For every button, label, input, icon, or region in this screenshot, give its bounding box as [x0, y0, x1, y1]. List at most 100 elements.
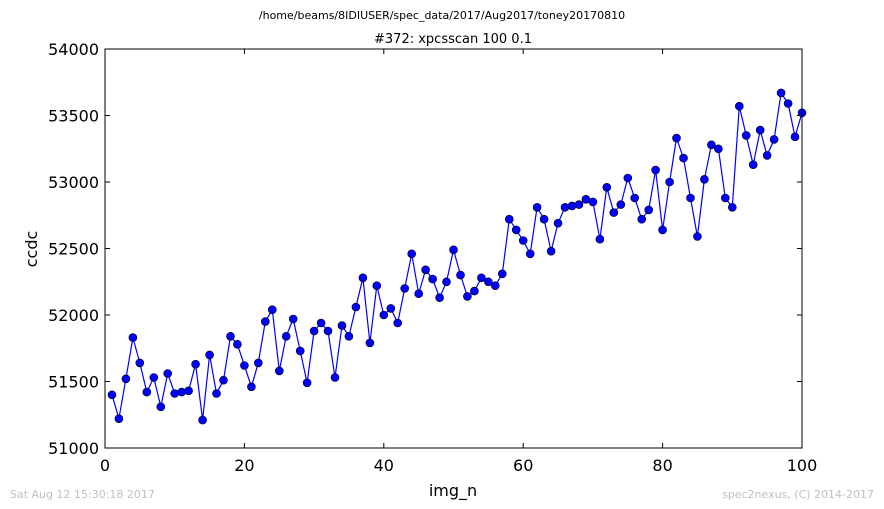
data-point: [679, 153, 688, 163]
data-point: [449, 245, 458, 255]
data-point: [539, 214, 549, 224]
x-tick-label: 100: [787, 456, 818, 475]
data-point: [212, 389, 221, 398]
data-point: [435, 293, 444, 303]
data-point: [783, 99, 793, 108]
data-point: [511, 225, 521, 235]
data-point: [253, 358, 263, 368]
data-point: [233, 339, 242, 349]
data-point: [309, 326, 319, 336]
data-point: [560, 203, 570, 212]
data-point: [658, 225, 667, 235]
data-point: [637, 214, 647, 224]
data-point: [748, 160, 758, 169]
data-point: [330, 373, 340, 382]
data-point: [532, 203, 542, 212]
data-point: [707, 140, 716, 150]
data-series: [107, 88, 807, 425]
data-point: [630, 193, 640, 203]
x-tick-label: 0: [100, 456, 110, 475]
data-point: [518, 236, 528, 245]
plot-area-frame: [104, 48, 803, 449]
y-tick-label: 53500: [48, 107, 99, 126]
axis-ticks: 0 20 40 60 80 100 51000 51500 52000 52500 53000 535…: [48, 40, 817, 475]
data-point: [198, 415, 207, 425]
y-tick-label: 53000: [48, 173, 99, 192]
data-point: [358, 273, 368, 283]
data-point: [665, 177, 674, 187]
data-point: [463, 292, 472, 301]
x-tick-label: 20: [234, 456, 254, 475]
data-point: [114, 414, 124, 424]
data-point: [184, 386, 193, 396]
data-point: [177, 387, 186, 397]
y-tick-label: 54000: [48, 40, 99, 59]
data-point: [128, 333, 138, 342]
data-point: [219, 375, 228, 385]
data-point: [484, 277, 493, 287]
data-point: [274, 366, 284, 376]
x-axis-label: img_n: [429, 481, 477, 501]
data-point: [414, 289, 424, 299]
data-point: [191, 359, 200, 369]
data-point: [267, 305, 277, 315]
data-point: [149, 373, 159, 382]
data-point: [720, 193, 730, 203]
data-point: [734, 101, 744, 111]
data-point: [546, 246, 556, 256]
data-point: [344, 331, 354, 341]
data-point: [700, 175, 709, 184]
data-point: [386, 304, 396, 313]
y-tick-label: 51500: [48, 373, 99, 392]
x-tick-label: 40: [374, 456, 394, 475]
data-point: [323, 326, 333, 336]
data-point: [727, 203, 737, 212]
data-point: [651, 165, 660, 175]
data-point: [609, 208, 619, 217]
data-point: [393, 318, 403, 328]
footer-timestamp: Sat Aug 12 15:30:18 2017: [10, 488, 155, 501]
data-point: [247, 382, 256, 392]
data-point: [428, 274, 437, 284]
data-point: [135, 358, 145, 368]
data-point: [553, 218, 563, 228]
data-point: [121, 374, 131, 384]
data-point: [776, 88, 786, 98]
data-point: [623, 173, 633, 183]
data-point: [379, 310, 389, 320]
data-point: [477, 273, 486, 283]
data-point: [741, 131, 751, 140]
y-tick-label: 51000: [48, 439, 99, 458]
data-point: [107, 390, 117, 400]
data-point: [525, 249, 535, 259]
data-point: [226, 331, 235, 341]
data-point: [142, 387, 152, 397]
data-point: [762, 151, 772, 160]
y-axis-label: ccdc: [22, 231, 41, 268]
x-tick-label: 60: [513, 456, 533, 475]
data-point: [156, 402, 166, 412]
data-point: [616, 200, 626, 209]
data-point: [302, 378, 312, 388]
data-point: [288, 314, 298, 324]
data-point: [714, 144, 723, 154]
data-point: [372, 281, 382, 291]
data-point: [240, 361, 249, 370]
footer-credit: spec2nexus, (C) 2014-2017: [722, 488, 874, 501]
data-point: [497, 269, 507, 279]
data-point: [456, 270, 465, 280]
chart-suptitle: /home/beams/8IDIUSER/spec_data/2017/Aug2…: [259, 9, 625, 22]
data-point: [588, 197, 598, 207]
data-point: [490, 281, 500, 291]
data-point: [769, 135, 779, 144]
data-point: [407, 249, 417, 259]
data-point: [644, 205, 654, 215]
data-point: [672, 133, 681, 143]
data-point: [567, 201, 577, 211]
data-point: [755, 125, 765, 135]
data-point: [442, 277, 451, 287]
data-point: [790, 132, 800, 142]
data-point: [316, 318, 326, 328]
y-tick-label: 52000: [48, 306, 99, 325]
